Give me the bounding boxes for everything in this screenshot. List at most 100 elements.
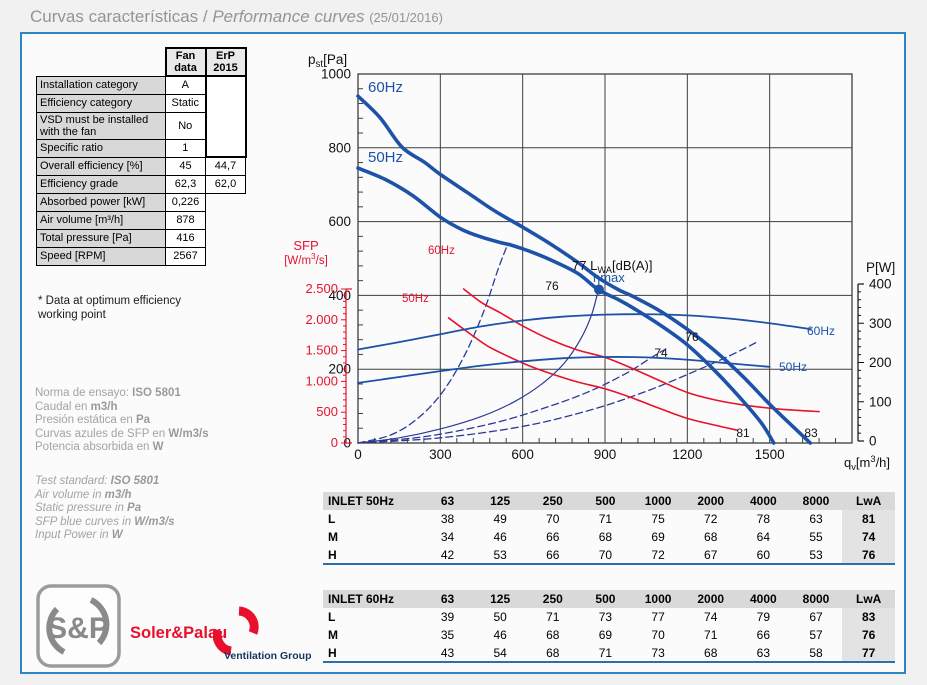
note-line: Curvas azules de SFP en W/m3/s [35, 427, 209, 440]
title-en: Performance curves [212, 7, 365, 26]
noise-value: 74 [704, 610, 718, 624]
noise-row: H 43 54 68 71 73 68 63 58 77 [323, 644, 895, 662]
sfp-tick-label: 500 [316, 404, 338, 419]
noise-value: 55 [809, 530, 823, 544]
noise-value: 64 [756, 530, 771, 544]
sp-logo: S&P [36, 584, 121, 668]
noise-value: 49 [493, 512, 507, 526]
noise-row-label: L [328, 512, 336, 526]
noise-value: 68 [598, 530, 613, 544]
noise-value: 68 [704, 645, 718, 660]
fan-row-label: Installation category [36, 75, 166, 95]
noise-value: 53 [493, 547, 507, 562]
freq-band-header: 8000 [789, 492, 843, 510]
note-line: Norma de ensayo: ISO 5801 [35, 387, 181, 399]
lwa-value: 76 [842, 626, 895, 644]
note-unit: W [152, 441, 164, 453]
y-axis-tick-label: 800 [328, 140, 351, 155]
noise-value: 70 [546, 512, 560, 526]
noise-value: 54 [493, 645, 507, 660]
title-divider: / [198, 7, 213, 26]
sfp-axis-unit: [W/m3​/s] [284, 252, 328, 267]
erp-2015-header: ErP 2015 [204, 47, 247, 77]
power-tick-label: 200 [869, 355, 892, 370]
performance-chart: 1000 800 600 400 200 0 0 300 600 900 1200 1500 2.500… [280, 40, 906, 486]
chart-annotation-50Hz: 50Hz [402, 293, 429, 305]
curve-system-steep [357, 243, 509, 444]
freq-band-header: 4000 [737, 590, 790, 608]
note-line: Air volume in m3/h [35, 488, 132, 501]
freq-band-header: 500 [579, 492, 632, 510]
noise-header-row: INLET 50Hz 63 125 250 500 1000 2000 4000 8000 LwA [323, 492, 895, 510]
fan-row-value: 2567 [165, 246, 206, 266]
lwa-value: 81 [842, 510, 895, 528]
x-axis-tick-label: 1500 [755, 447, 785, 462]
chart-annotation-50Hz: 50Hz [779, 360, 807, 374]
noise-row: L 38 49 70 71 75 72 78 63 81 [323, 510, 895, 528]
freq-band-header: 125 [473, 590, 527, 608]
note-line: SFP blue curves in W/m3/s [35, 515, 175, 528]
sfp-tick-label: 2.500 [305, 281, 338, 296]
noise-value: 68 [704, 530, 718, 544]
note-unit: Pa [136, 414, 151, 426]
brand-group-name: Ventilation Group [224, 650, 312, 662]
noise-value: 67 [704, 547, 718, 562]
noise-value: 70 [651, 628, 665, 642]
fan-row-value: 0,226 [165, 192, 206, 212]
note-line: Input Power in W [35, 529, 123, 541]
note-line: Potencia absorbida en W [35, 441, 164, 453]
note-line: Test standard: ISO 5801 [35, 475, 160, 487]
chart-annotation-60Hz: 60Hz [428, 245, 455, 257]
freq-band-header: 4000 [737, 492, 790, 510]
title-date: (25/01/2016) [369, 10, 443, 25]
curve-sfp-50Hz [447, 317, 738, 431]
optimum-footnote: * Data at optimum efficiency working poi… [38, 295, 181, 321]
noise-row-label: L [328, 610, 336, 624]
sfp-tick-label: 1.000 [305, 373, 338, 388]
fan-row-label: Speed [RPM] [36, 246, 166, 266]
chart-annotation-76: 76 [545, 279, 559, 293]
fan-row-label: Specific ratio [36, 138, 166, 158]
flow-axis-title: qv​[m3​/h] [844, 454, 890, 472]
chart-annotation-74: 74 [654, 346, 668, 360]
fan-table-row: Absorbed power [kW] 0,226 [36, 192, 246, 212]
curve-power-50Hz [357, 356, 771, 384]
lwa-value: 76 [842, 546, 895, 564]
lwa-value: 74 [842, 528, 895, 546]
x-axis-tick-label: 1200 [672, 447, 702, 462]
brand-name: Soler&Palau [130, 624, 228, 642]
fan-row-value: A [165, 75, 206, 95]
note-unit: m3/h [104, 488, 132, 501]
noise-value: 71 [598, 512, 613, 526]
noise-value: 66 [546, 530, 560, 544]
noise-value: 50 [493, 610, 507, 624]
noise-value: 63 [756, 645, 771, 660]
freq-band-header: 2000 [684, 492, 738, 510]
noise-value: 75 [651, 512, 665, 526]
noise-value: 34 [440, 530, 455, 544]
freq-band-header: 2000 [684, 590, 738, 608]
noise-value: 72 [704, 512, 718, 526]
noise-row: H 42 53 66 70 72 67 60 53 76 [323, 546, 895, 564]
fan-table-row: Overall efficiency [%] 45 44,7 [36, 156, 246, 176]
power-tick-label: 0 [869, 434, 877, 449]
page-title: Curvas características / Performance cur… [30, 7, 443, 27]
noise-value: 35 [440, 628, 455, 642]
x-axis-tick-label: 900 [594, 447, 617, 462]
noise-value: 71 [704, 628, 718, 642]
fan-row-label: Efficiency category [36, 93, 166, 113]
note-line: Caudal en m3/h [35, 400, 118, 413]
brand-swoosh-icon [213, 606, 259, 656]
erp-blank [206, 193, 246, 211]
freq-band-header: 63 [421, 590, 474, 608]
note-line: Presión estática en Pa [35, 414, 151, 426]
fan-table-corner [37, 48, 166, 76]
fan-data-table: Fan data ErP 2015 Installation category A Ef… [36, 47, 247, 266]
noise-value: 69 [598, 628, 613, 642]
fan-row-label: Efficiency grade [36, 174, 166, 194]
notes-english: Test standard: ISO 5801 Air volume in m3/… [35, 475, 175, 543]
noise-value: 68 [546, 645, 560, 660]
noise-value: 73 [598, 610, 613, 624]
